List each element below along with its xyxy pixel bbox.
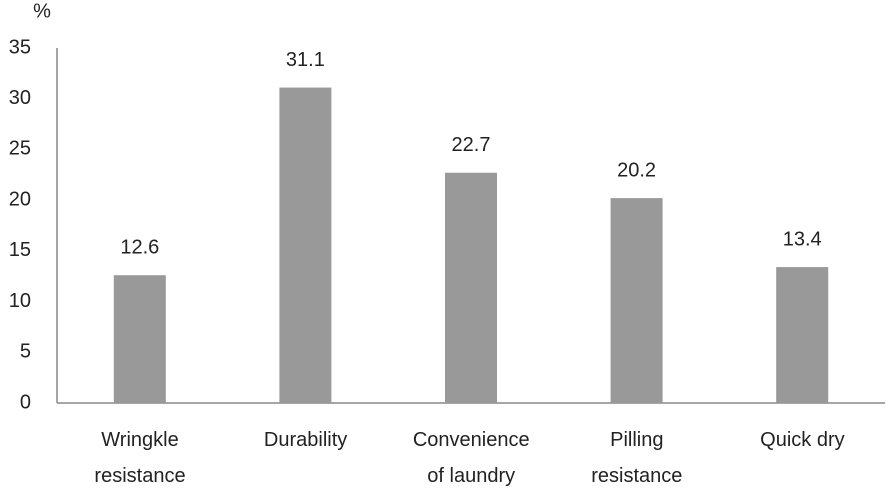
bar [445, 172, 497, 403]
y-tick-label: 35 [9, 36, 31, 58]
y-tick-label: 5 [20, 341, 31, 363]
y-tick-label: 20 [9, 188, 31, 210]
x-tick-label: Pilling resistance [591, 429, 683, 487]
x-tick-label: Convenience of laundry [412, 429, 530, 487]
bar [776, 267, 829, 403]
bar [610, 198, 663, 403]
y-tick-label: 10 [9, 290, 31, 312]
data-label: 12.6 [120, 236, 159, 258]
x-tick-label: Wringkle resistance [94, 429, 186, 487]
bar [113, 275, 166, 403]
y-tick-label: 25 [9, 138, 31, 160]
data-label: 22.7 [452, 134, 491, 156]
y-tick-label: 15 [9, 239, 31, 261]
data-label: 13.4 [783, 228, 822, 250]
x-tick-label: Quick dry [760, 429, 845, 451]
y-tick-label: 30 [9, 87, 31, 109]
bar [279, 87, 332, 404]
y-tick-label: 0 [20, 391, 31, 413]
x-tick-label: Durability [263, 429, 348, 451]
y-axis-label: % [33, 0, 51, 22]
data-label: 20.2 [617, 159, 656, 181]
data-label: 31.1 [286, 49, 325, 71]
